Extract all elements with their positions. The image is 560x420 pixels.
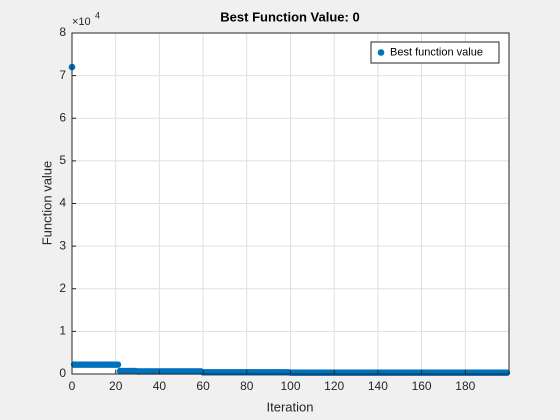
x-tick-label: 100 (280, 379, 300, 393)
x-tick-label: 160 (412, 379, 432, 393)
x-tick-label: 80 (240, 379, 254, 393)
data-point (114, 361, 122, 368)
y-tick-label: 5 (59, 153, 66, 167)
legend-box (370, 41, 500, 64)
x-tick-label: 120 (324, 379, 344, 393)
legend-marker (377, 49, 385, 56)
x-tick-label: 40 (153, 379, 167, 393)
chart-title: Best Function Value: 0 (220, 9, 359, 24)
x-axis-label: Iteration (267, 399, 314, 414)
y-tick-label: 3 (59, 238, 66, 252)
y-tick-label: 0 (59, 366, 66, 380)
y-multiplier-base: ×10 (72, 16, 91, 28)
x-tick-label: 180 (455, 379, 475, 393)
y-multiplier-exponent: 4 (95, 10, 100, 20)
x-tick-label: 0 (69, 379, 76, 393)
legend-label: Best function value (390, 46, 483, 58)
y-tick-label: 1 (59, 324, 66, 338)
x-tick-label: 140 (368, 379, 388, 393)
y-tick-label: 8 (59, 25, 66, 39)
y-axis-label: Function value (39, 161, 54, 246)
y-tick-label: 2 (59, 281, 66, 295)
y-tick-label: 6 (59, 110, 66, 124)
legend: Best function value (370, 41, 500, 64)
x-tick-label: 20 (109, 379, 123, 393)
y-tick-label: 7 (59, 68, 66, 82)
x-tick-label: 60 (196, 379, 210, 393)
y-tick-label: 4 (59, 196, 66, 210)
ticks: 0 20 40 60 80 100 120 140 160 180 0 1 2 3 4 5 6 7 8 (59, 25, 475, 393)
